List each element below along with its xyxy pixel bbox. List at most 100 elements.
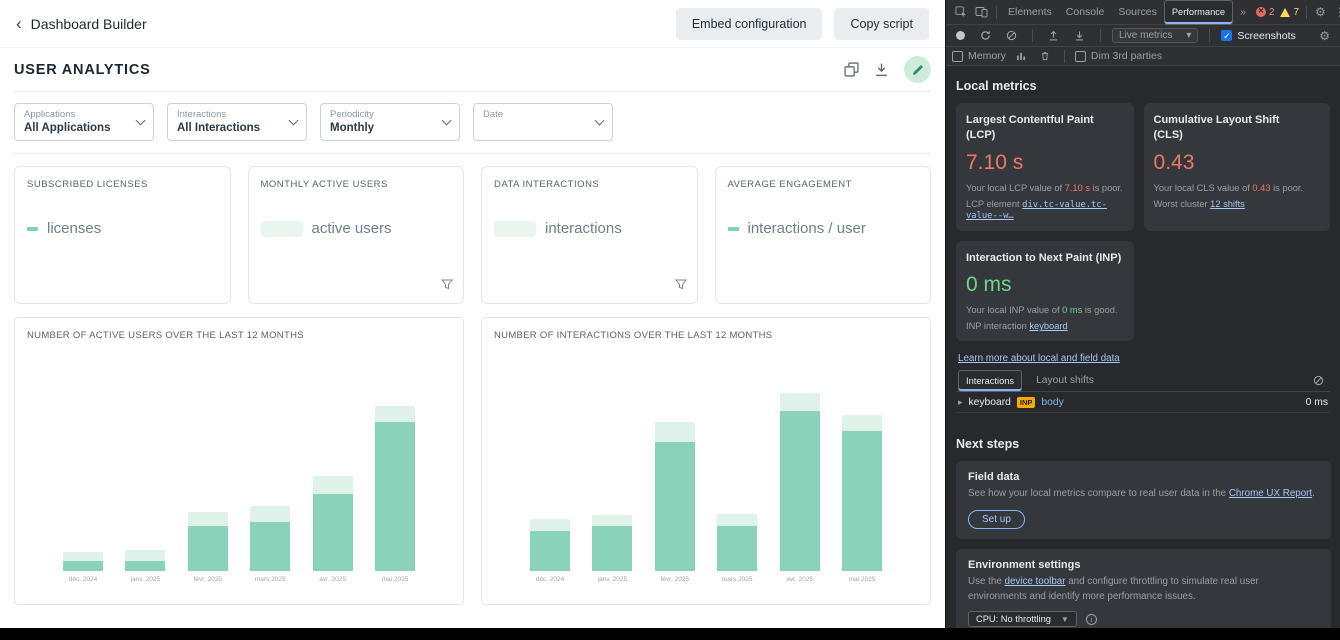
chevron-down-icon [288,115,299,125]
filter-bar: Applications All Applications Interactio… [14,92,931,154]
interactions-filter[interactable]: Interactions All Interactions [167,103,307,141]
applications-filter[interactable]: Applications All Applications [14,103,154,141]
interaction-target-link[interactable]: body [1041,396,1064,408]
performance-toolbar: Live metrics ▾ ✓ Screenshots ⚙ [946,25,1340,47]
active-users-bars: déc. 2024 janv. 2025 févr. 2025 mars 2025 av… [27,355,451,583]
cls-description: Your local CLS value of 0.43 is poor. [1153,182,1304,193]
clear-icon[interactable] [1002,30,1021,41]
error-count-badge[interactable]: ✕ 2 [1253,7,1278,18]
devtools-panel: Elements Console Sources Performance » ✕… [945,0,1340,628]
back-button[interactable]: ‹ Dashboard Builder [16,15,147,32]
inp-interaction-link[interactable]: keyboard [1029,321,1068,332]
reload-and-record-icon[interactable] [976,30,995,41]
device-toolbar-icon[interactable] [971,6,992,18]
bar[interactable] [779,411,820,571]
kpi-value: licenses [27,220,218,237]
filter-label: Date [483,109,504,120]
dim-3rd-parties-label: Dim 3rd parties [1090,50,1163,62]
filter-funnel-icon[interactable] [440,277,454,295]
bar-column: avr. 2025 [779,393,820,583]
settings-gear-icon[interactable]: ⚙ [1315,5,1326,19]
filter-funnel-icon[interactable] [674,277,687,295]
bar-column: déc. 2024 [63,552,103,583]
app-header: ‹ Dashboard Builder Embed configuration … [0,0,945,48]
cpu-throttling-select[interactable]: CPU: No throttling ▼ [968,611,1077,628]
bar[interactable] [125,561,166,571]
kebab-menu-icon[interactable]: ⋮ [1330,6,1340,18]
bar[interactable] [841,431,882,571]
cls-value: 0.43 [1153,150,1195,174]
crux-report-link[interactable]: Chrome UX Report [1228,488,1313,500]
device-toolbar-link[interactable]: device toolbar [1004,576,1066,588]
cls-cluster-row: Worst cluster 12 shifts [1153,198,1245,209]
interaction-duration: 0 ms [1305,396,1328,408]
kpi-unit: interactions / user [747,220,866,237]
bar[interactable] [63,561,103,571]
bar-cap-segment [250,506,291,522]
info-icon[interactable]: i [1085,613,1097,625]
save-profile-icon[interactable] [1070,30,1089,41]
environment-settings-body: Use the device toolbar and configure thr… [968,576,1259,602]
embed-configuration-button[interactable]: Embed configuration [675,7,823,40]
kpi-monthly-active-users: MONTHLY ACTIVE USERS active users [247,166,464,304]
tab-sources[interactable]: Sources [1118,5,1157,18]
field-data-body: See how your local metrics compare to re… [968,488,1315,500]
bar[interactable] [530,531,570,571]
bar[interactable] [654,442,695,571]
bar-cap-segment [592,515,633,526]
lcp-element-row: LCP element div.tc-value.tc-value--w… [966,198,1107,221]
bar[interactable] [717,526,758,571]
set-up-button[interactable]: Set up [968,510,1025,530]
worst-cluster-link[interactable]: 12 shifts [1210,198,1245,209]
inspect-element-icon[interactable] [951,6,971,18]
more-tabs-button[interactable]: » [1240,5,1246,18]
bar-cap-segment [717,514,758,526]
chevron-down-icon [594,115,605,125]
divider [996,5,997,19]
chevron-down-icon [135,115,146,125]
duplicate-icon[interactable] [844,62,859,77]
clear-log-icon[interactable] [1309,375,1328,386]
learn-more-link[interactable]: Learn more about local and field data [958,353,1120,365]
interactions-chart-card: NUMBER OF INTERACTIONS OVER THE LAST 12 … [481,317,931,605]
record-icon[interactable] [952,31,969,40]
live-metrics-select[interactable]: Live metrics ▾ [1112,28,1199,43]
memory-checkbox[interactable]: Memory [952,50,1006,62]
periodicity-filter[interactable]: Periodicity Monthly [320,103,460,141]
bar[interactable] [250,522,291,571]
copy-script-button[interactable]: Copy script [834,7,929,40]
kpi-row: SUBSCRIBED LICENSES licenses MONTHLY ACT… [14,166,931,304]
field-data-title: Field data [968,471,1020,484]
download-icon[interactable] [874,62,889,77]
capture-settings-gear-icon[interactable]: ⚙ [1319,28,1330,43]
tab-console[interactable]: Console [1065,5,1105,18]
tab-layout-shifts-log[interactable]: Layout shifts [1036,374,1094,386]
statistics-icon[interactable] [1012,51,1030,61]
bar[interactable] [592,526,633,571]
warning-count-badge[interactable]: 7 [1277,7,1302,18]
tab-elements[interactable]: Elements [1008,5,1052,18]
tab-interactions-log[interactable]: Interactions [958,369,1023,392]
kpi-unit: active users [311,220,392,237]
bar[interactable] [187,526,228,571]
interaction-log-row[interactable]: ▸ keyboard INP body 0 ms [956,392,1330,414]
field-data-card: Field data See how your local metrics co… [956,461,1331,540]
edit-dashboard-button[interactable] [904,56,931,83]
collect-garbage-icon[interactable] [1036,51,1054,61]
screenshots-checkbox[interactable]: ✓ Screenshots [1221,30,1296,42]
bar[interactable] [374,422,415,571]
load-profile-icon[interactable] [1044,30,1063,41]
dim-3rd-parties-checkbox[interactable]: Dim 3rd parties [1074,50,1163,62]
bar-column: mars 2025 [717,514,758,583]
divider [1100,29,1101,42]
date-filter[interactable]: Date [473,103,613,141]
x-axis-label: févr. 2025 [660,576,690,583]
kpi-unit: licenses [47,220,102,237]
bar-cap-segment [841,415,882,431]
tab-performance[interactable]: Performance [1163,0,1234,25]
live-metrics-label: Live metrics [1119,30,1173,41]
lcp-element-link[interactable]: div.tc-value.tc-value--w… [966,199,1107,221]
x-axis-label: mai 2025 [848,576,876,583]
bar[interactable] [312,494,353,571]
expander-triangle-icon[interactable]: ▸ [958,396,963,407]
